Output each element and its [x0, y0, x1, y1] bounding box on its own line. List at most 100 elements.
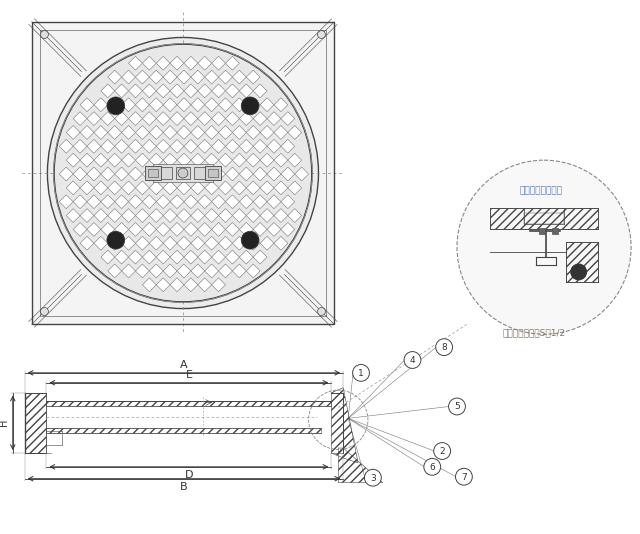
- Polygon shape: [212, 112, 225, 125]
- Polygon shape: [156, 56, 170, 70]
- Polygon shape: [260, 98, 274, 112]
- Polygon shape: [288, 209, 301, 223]
- Polygon shape: [122, 209, 136, 223]
- Polygon shape: [149, 153, 163, 167]
- Polygon shape: [225, 250, 239, 264]
- Polygon shape: [274, 237, 288, 250]
- Polygon shape: [177, 264, 191, 278]
- Polygon shape: [136, 125, 149, 139]
- Polygon shape: [239, 167, 253, 181]
- Circle shape: [54, 44, 312, 302]
- Polygon shape: [108, 237, 122, 250]
- Polygon shape: [156, 223, 170, 237]
- Polygon shape: [129, 112, 142, 125]
- Polygon shape: [232, 237, 246, 250]
- Polygon shape: [246, 125, 260, 139]
- Polygon shape: [198, 84, 212, 98]
- Polygon shape: [60, 139, 73, 153]
- Polygon shape: [177, 153, 191, 167]
- Polygon shape: [142, 223, 156, 237]
- Polygon shape: [212, 195, 225, 209]
- Polygon shape: [80, 98, 94, 112]
- Polygon shape: [142, 56, 156, 70]
- Polygon shape: [94, 209, 108, 223]
- Polygon shape: [142, 278, 156, 292]
- Polygon shape: [205, 70, 219, 84]
- Bar: [158, 167, 172, 179]
- Polygon shape: [191, 237, 205, 250]
- Polygon shape: [108, 98, 122, 112]
- Circle shape: [178, 168, 188, 178]
- Polygon shape: [80, 181, 94, 195]
- Polygon shape: [219, 209, 232, 223]
- Polygon shape: [163, 181, 177, 195]
- Polygon shape: [122, 153, 136, 167]
- Circle shape: [353, 364, 369, 381]
- Text: 2: 2: [439, 447, 445, 456]
- Polygon shape: [232, 264, 246, 278]
- Polygon shape: [122, 237, 136, 250]
- Polygon shape: [205, 125, 219, 139]
- Polygon shape: [80, 209, 94, 223]
- Polygon shape: [170, 139, 184, 153]
- Polygon shape: [129, 223, 142, 237]
- Text: H: H: [0, 419, 9, 427]
- Polygon shape: [225, 84, 239, 98]
- Circle shape: [241, 97, 259, 115]
- Bar: [194, 167, 208, 179]
- Polygon shape: [163, 98, 177, 112]
- Polygon shape: [136, 209, 149, 223]
- Polygon shape: [260, 153, 274, 167]
- Polygon shape: [136, 237, 149, 250]
- Polygon shape: [184, 223, 198, 237]
- Polygon shape: [246, 264, 260, 278]
- Text: ドライバー差込口: ドライバー差込口: [519, 187, 563, 196]
- Text: A: A: [180, 360, 188, 370]
- Polygon shape: [122, 181, 136, 195]
- Polygon shape: [219, 70, 232, 84]
- Polygon shape: [191, 153, 205, 167]
- Polygon shape: [136, 181, 149, 195]
- Text: 5: 5: [454, 403, 460, 412]
- Polygon shape: [274, 181, 288, 195]
- Bar: [47, 400, 332, 406]
- Polygon shape: [142, 167, 156, 181]
- Polygon shape: [184, 112, 198, 125]
- Polygon shape: [87, 195, 101, 209]
- Polygon shape: [149, 209, 163, 223]
- Polygon shape: [108, 181, 122, 195]
- Polygon shape: [115, 112, 129, 125]
- Polygon shape: [225, 56, 239, 70]
- Polygon shape: [205, 209, 219, 223]
- Polygon shape: [142, 112, 156, 125]
- Polygon shape: [184, 195, 198, 209]
- Polygon shape: [142, 195, 156, 209]
- Polygon shape: [94, 237, 108, 250]
- Polygon shape: [191, 125, 205, 139]
- Polygon shape: [122, 70, 136, 84]
- Polygon shape: [170, 223, 184, 237]
- Polygon shape: [212, 56, 225, 70]
- Text: 1: 1: [358, 369, 364, 378]
- Polygon shape: [163, 70, 177, 84]
- Polygon shape: [156, 139, 170, 153]
- Text: 7: 7: [461, 473, 467, 482]
- Polygon shape: [288, 125, 301, 139]
- Polygon shape: [267, 112, 281, 125]
- Polygon shape: [87, 112, 101, 125]
- Polygon shape: [87, 139, 101, 153]
- Bar: [205, 166, 221, 180]
- Polygon shape: [225, 112, 239, 125]
- Polygon shape: [274, 153, 288, 167]
- Polygon shape: [267, 195, 281, 209]
- Polygon shape: [73, 139, 87, 153]
- Polygon shape: [177, 125, 191, 139]
- Polygon shape: [136, 153, 149, 167]
- Polygon shape: [115, 195, 129, 209]
- Polygon shape: [115, 250, 129, 264]
- Polygon shape: [232, 181, 246, 195]
- Polygon shape: [122, 125, 136, 139]
- Circle shape: [571, 264, 587, 280]
- Polygon shape: [198, 167, 212, 181]
- Polygon shape: [225, 195, 239, 209]
